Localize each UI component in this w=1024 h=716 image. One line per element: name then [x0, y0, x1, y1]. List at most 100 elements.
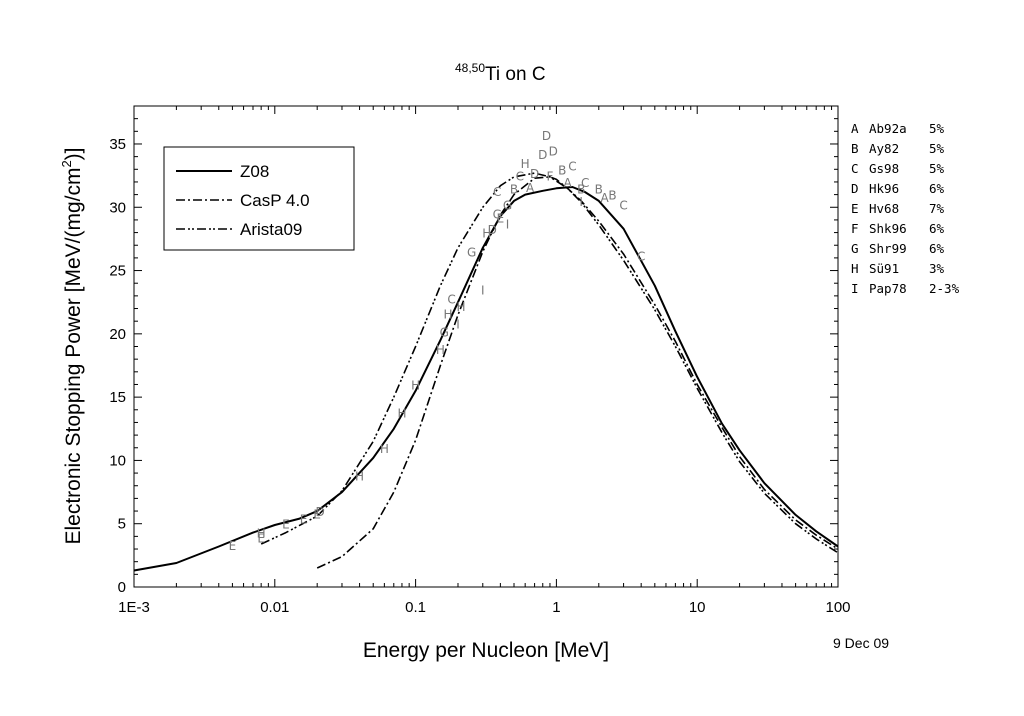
reference-item: I Pap78 2-3% — [851, 281, 960, 296]
reference-item: E Hv68 7% — [851, 201, 945, 216]
reference-error: 6% — [929, 241, 945, 256]
reference-code: D — [851, 181, 859, 196]
data-point-E: E — [313, 508, 321, 522]
data-point-C: C — [581, 176, 589, 190]
data-point-A: A — [526, 181, 535, 195]
legend-box — [163, 146, 355, 251]
data-point-D: D — [538, 148, 547, 162]
x-tick-label: 0.01 — [260, 599, 289, 616]
series-line-z08 — [133, 186, 839, 572]
series-curves — [133, 172, 839, 572]
data-point-I: I — [506, 218, 510, 232]
x-tick-label: 0.1 — [405, 599, 426, 616]
y-axis-label-main: Electronic Stopping Power [MeV/(mg/cm — [62, 168, 85, 545]
reference-error: 7% — [929, 201, 945, 216]
data-point-C: C — [447, 292, 455, 306]
data-point-G: G — [503, 199, 512, 213]
reference-code: A — [851, 121, 859, 136]
y-axis-label: Electronic Stopping Power [MeV/(mg/cm2)] — [59, 147, 85, 544]
data-point-H: H — [411, 378, 420, 392]
y-tick-label: 30 — [109, 199, 126, 216]
reference-item: B Ay82 5% — [851, 141, 945, 156]
reference-error: 6% — [929, 221, 945, 236]
reference-error: 5% — [929, 121, 945, 136]
data-point-B: B — [608, 189, 616, 203]
y-tick-label: 25 — [109, 263, 126, 280]
reference-list: A Ab92a 5% B Ay82 5% C Gs98 5% D Hk96 6% E Hv68 7% F Shk… — [851, 121, 960, 296]
reference-code: G — [851, 241, 859, 256]
reference-error: 6% — [929, 181, 945, 196]
x-axis: 1E-3 0.01 0.1 1 10 100 — [118, 106, 851, 616]
data-point-D: D — [488, 223, 497, 237]
data-point-I: I — [579, 195, 583, 209]
x-tick-label: 1 — [552, 599, 560, 616]
data-point-A: A — [601, 191, 610, 205]
data-point-G: G — [440, 325, 449, 339]
y-tick-label: 20 — [109, 326, 126, 343]
data-point-H: H — [436, 343, 445, 357]
y-tick-label: 15 — [109, 389, 126, 406]
reference-item: A Ab92a 5% — [851, 121, 945, 136]
reference-code: F — [851, 221, 859, 236]
series-line-arista09 — [260, 172, 839, 554]
data-point-G: G — [493, 208, 502, 222]
legend: Z08 CasP 4.0 Arista09 — [163, 146, 355, 251]
y-tick-label: 10 — [109, 452, 126, 469]
data-point-E: E — [257, 532, 265, 546]
reference-name: Ay82 — [869, 141, 899, 156]
data-point-C: C — [619, 199, 627, 213]
data-point-H: H — [355, 470, 364, 484]
data-point-E: E — [497, 211, 505, 225]
reference-error: 3% — [929, 261, 945, 276]
data-point-H: H — [444, 308, 453, 322]
y-axis-label-end: )] — [62, 147, 85, 160]
reference-item: G Shr99 6% — [851, 241, 945, 256]
data-point-C: C — [516, 170, 524, 184]
reference-item: H Sü91 3% — [851, 261, 945, 276]
reference-name: Pap78 — [869, 281, 907, 296]
data-point-D: D — [549, 144, 558, 158]
reference-name: Gs98 — [869, 161, 899, 176]
y-tick-label: 35 — [109, 136, 126, 153]
data-point-B: B — [577, 182, 585, 196]
data-point-D: D — [316, 505, 325, 519]
data-point-H: H — [482, 227, 491, 241]
y-tick-label: 0 — [118, 579, 126, 596]
x-tick-label: 100 — [825, 599, 850, 616]
x-tick-label: 1E-3 — [118, 599, 150, 616]
legend-label-arista: Arista09 — [240, 220, 302, 239]
y-axis-label-superscript: 2 — [59, 160, 74, 167]
reference-name: Sü91 — [869, 261, 899, 276]
reference-name: Ab92a — [869, 121, 907, 136]
data-point-I: I — [456, 318, 460, 332]
chart-title-superscript: 48,50 — [455, 61, 485, 75]
data-point-E: E — [229, 539, 237, 553]
data-point-H: H — [456, 300, 465, 314]
reference-error: 2-3% — [929, 281, 960, 296]
series-line-casp-4-0 — [316, 176, 839, 569]
data-point-C: C — [568, 159, 576, 173]
y-axis: 0 5 10 15 20 25 30 35 — [109, 118, 838, 596]
data-point-A: A — [563, 176, 572, 190]
reference-code: C — [851, 161, 859, 176]
reference-code: E — [851, 201, 859, 216]
x-axis-label: Energy per Nucleon [MeV] — [363, 639, 609, 662]
reference-name: Hv68 — [869, 201, 899, 216]
data-point-C: C — [637, 249, 645, 263]
legend-label-z08: Z08 — [240, 162, 269, 181]
reference-code: B — [851, 141, 859, 156]
legend-label-casp: CasP 4.0 — [240, 191, 310, 210]
reference-item: C Gs98 5% — [851, 161, 945, 176]
reference-error: 5% — [929, 141, 945, 156]
data-point-I: I — [481, 284, 485, 298]
reference-item: D Hk96 6% — [851, 181, 945, 196]
reference-code: H — [851, 261, 859, 276]
y-tick-label: 5 — [118, 516, 126, 533]
data-point-H: H — [380, 442, 389, 456]
data-point-E: E — [282, 518, 290, 532]
data-point-F: F — [547, 170, 554, 184]
data-point-E: E — [300, 513, 308, 527]
data-point-D: D — [530, 167, 539, 181]
